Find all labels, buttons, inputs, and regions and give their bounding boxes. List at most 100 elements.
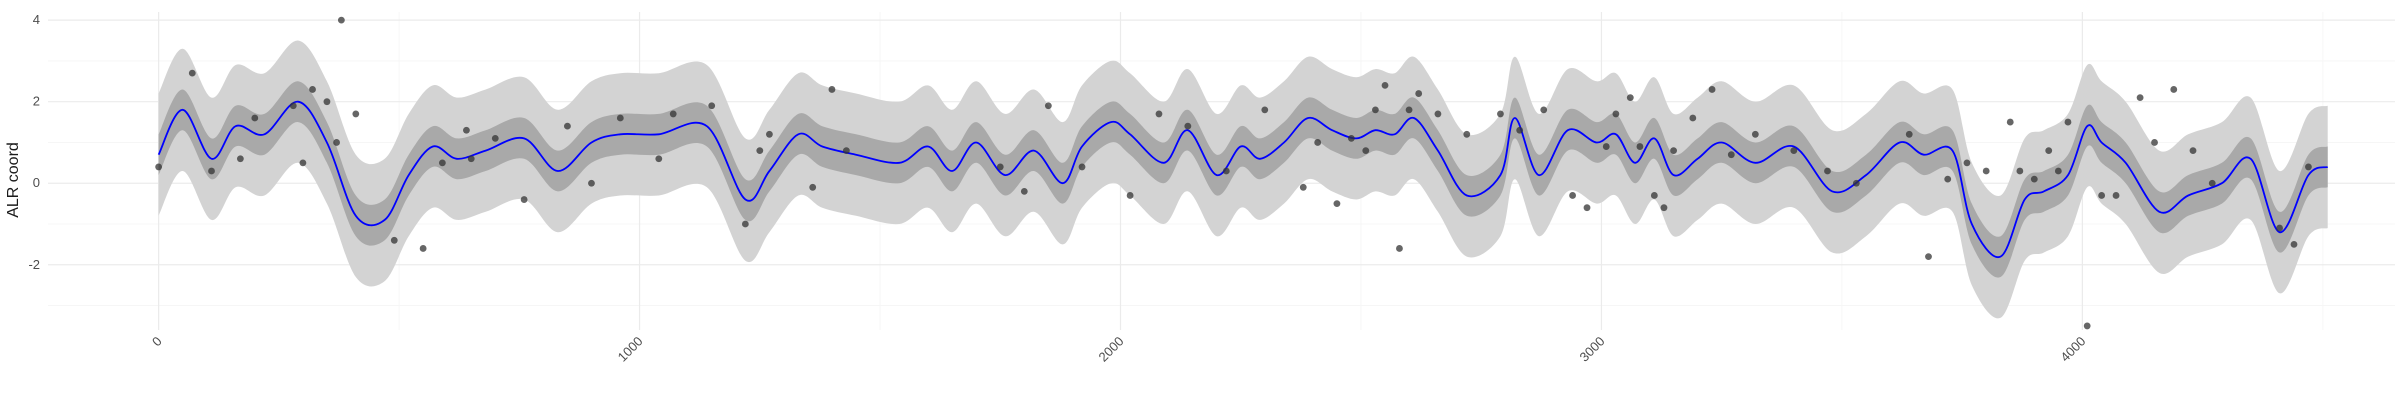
data-point: [1790, 147, 1798, 155]
data-point: [1155, 110, 1163, 118]
data-point: [1381, 81, 1389, 89]
data-point: [1982, 167, 1990, 175]
data-point: [1020, 187, 1028, 195]
data-point: [337, 16, 345, 24]
data-point: [766, 130, 773, 138]
data-point: [1463, 130, 1471, 138]
data-point: [1540, 106, 1548, 114]
data-point: [1689, 114, 1697, 122]
data-point: [1569, 192, 1576, 199]
data-point: [1824, 167, 1831, 175]
data-point: [1333, 200, 1341, 208]
data-point: [2276, 224, 2283, 232]
data-point: [564, 122, 571, 130]
data-point: [2208, 179, 2216, 187]
data-point: [2006, 118, 2014, 126]
data-point: [1222, 167, 1230, 175]
data-point: [828, 86, 836, 93]
y-tick-label: 2: [33, 94, 40, 109]
data-point: [323, 98, 331, 106]
x-tick-label: 4000: [2057, 334, 2088, 365]
data-point: [1299, 183, 1307, 191]
data-point: [236, 155, 244, 163]
data-point: [438, 159, 446, 167]
data-point: [1405, 106, 1413, 114]
data-point: [1612, 110, 1620, 118]
data-point: [1184, 122, 1192, 130]
data-point: [463, 126, 470, 134]
data-point: [616, 114, 624, 122]
data-point: [1727, 151, 1735, 159]
data-point: [2098, 192, 2106, 199]
inner-confidence-band: [158, 81, 2328, 278]
data-point: [352, 110, 360, 118]
observation-points-layer: [155, 16, 2312, 330]
data-point: [2136, 94, 2144, 102]
data-point: [2112, 192, 2120, 199]
data-point: [1497, 110, 1504, 118]
data-point: [655, 155, 663, 163]
data-point: [1396, 245, 1403, 252]
data-point: [756, 147, 764, 155]
data-point: [1044, 102, 1052, 110]
data-point: [520, 196, 528, 203]
data-point: [1670, 147, 1677, 155]
y-tick-label: -2: [28, 257, 40, 272]
data-point: [2189, 147, 2197, 155]
data-point: [708, 102, 716, 110]
x-tick-label: 0: [149, 334, 165, 350]
data-point: [419, 245, 427, 252]
data-point: [1963, 159, 1971, 167]
outer-confidence-band: [158, 40, 2328, 319]
data-point: [2083, 322, 2091, 330]
data-point: [669, 110, 677, 118]
fitted-line-layer: [157, 100, 2329, 258]
data-point: [1362, 147, 1370, 155]
data-point: [996, 163, 1004, 171]
data-point: [390, 236, 398, 244]
data-point: [741, 220, 749, 228]
data-point: [2290, 240, 2298, 248]
data-point: [842, 147, 850, 155]
data-point: [2045, 147, 2053, 155]
data-point: [1905, 130, 1913, 138]
data-point: [1583, 204, 1591, 212]
data-point: [309, 86, 316, 93]
data-point: [1434, 110, 1442, 118]
x-tick-label: 2000: [1096, 334, 1127, 365]
data-point: [588, 179, 595, 187]
data-point: [2170, 86, 2178, 93]
data-point: [2151, 139, 2158, 146]
data-point: [1626, 94, 1634, 102]
data-point: [333, 139, 340, 146]
y-axis-title: ALR coord: [5, 142, 22, 218]
data-point: [1126, 192, 1134, 199]
data-point: [2030, 175, 2038, 183]
data-point: [1602, 143, 1610, 150]
data-point: [491, 134, 499, 142]
data-point: [251, 114, 259, 122]
data-point: [2054, 167, 2062, 175]
data-point: [1708, 86, 1716, 93]
data-point: [1944, 175, 1952, 183]
data-point: [2016, 167, 2024, 175]
data-point: [2305, 163, 2312, 171]
data-point: [1650, 192, 1658, 199]
data-point: [2064, 118, 2072, 126]
data-point: [289, 102, 297, 110]
data-point: [1372, 106, 1379, 114]
y-tick-label: 0: [33, 175, 40, 190]
x-tick-label: 3000: [1577, 334, 1608, 365]
data-point: [1347, 134, 1355, 142]
data-point: [155, 163, 163, 171]
data-point: [1516, 126, 1524, 134]
data-point: [1078, 163, 1086, 171]
data-point: [1925, 253, 1932, 261]
data-point: [1751, 130, 1759, 138]
y-tick-label: 4: [33, 12, 40, 27]
data-point: [1636, 143, 1644, 150]
data-point: [299, 159, 307, 167]
data-point: [467, 155, 475, 163]
x-tick-label: 1000: [615, 334, 646, 365]
